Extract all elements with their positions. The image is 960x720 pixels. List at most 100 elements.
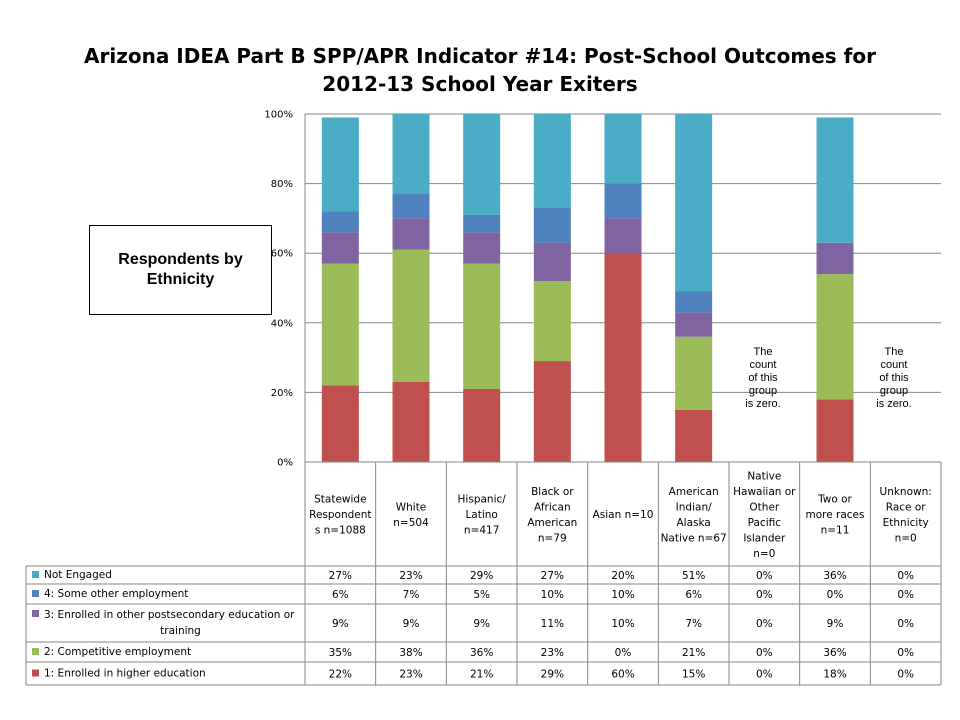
legend-label: 1: Enrolled in higher education — [44, 668, 206, 680]
table-value: 29% — [541, 669, 564, 681]
bar-segment-3-enrolled-in-other-postsecondary-education-or-training — [604, 218, 642, 254]
table-value: 18% — [823, 669, 846, 681]
category-label-line: Alaska — [676, 517, 710, 529]
bar-segment-3-enrolled-in-other-postsecondary-education-or-training — [816, 242, 854, 275]
legend-label: Not Engaged — [44, 569, 112, 581]
bar-segment-3-enrolled-in-other-postsecondary-education-or-training — [321, 232, 359, 264]
zero-note-line: is zero. — [745, 398, 781, 410]
table-value: 23% — [399, 669, 422, 681]
y-tick-label: 60% — [271, 249, 293, 260]
bar-segment-1-enrolled-in-higher-education — [604, 253, 642, 462]
bar-segment-4-some-other-employment — [604, 183, 642, 219]
zero-note-line: is zero. — [876, 398, 912, 410]
table-value: 10% — [541, 589, 564, 601]
category-label-line: n=0 — [895, 532, 917, 544]
legend-label: 2: Competitive employment — [44, 646, 191, 658]
bar-segment-2-competitive-employment — [321, 263, 359, 386]
table-value: 29% — [470, 570, 493, 582]
table-value: 35% — [329, 647, 352, 659]
callout-line-2: Ethnicity — [146, 271, 215, 288]
category-label-line: White — [396, 501, 427, 513]
y-tick-label: 80% — [271, 179, 293, 190]
table-value: 0% — [897, 618, 914, 630]
zero-note-line: group — [748, 385, 778, 397]
table-value: 7% — [403, 589, 420, 601]
zero-note-line: of this — [748, 372, 778, 384]
category-label-line: n=417 — [464, 525, 500, 537]
category-label-line: Statewide — [314, 494, 366, 506]
category-label-line: American — [527, 517, 577, 529]
table-value: 9% — [332, 618, 349, 630]
y-tick-label: 0% — [277, 458, 293, 469]
category-label-line: Native — [747, 470, 781, 482]
y-tick-label: 100% — [264, 110, 293, 121]
table-value: 15% — [682, 669, 705, 681]
category-label-line: Respondent — [309, 509, 371, 521]
zero-note-line: of this — [879, 372, 909, 384]
bar-segment-1-enrolled-in-higher-education — [533, 361, 571, 462]
table-value: 0% — [756, 589, 773, 601]
bar-segment-2-competitive-employment — [816, 274, 854, 400]
zero-note-line: group — [879, 385, 909, 397]
chart-title: Arizona IDEA Part B SPP/APR Indicator #1… — [0, 42, 960, 98]
category-label: White n=504 — [393, 501, 429, 529]
bar-segment-2-competitive-employment — [533, 281, 571, 362]
category-label-line: more races — [806, 509, 865, 521]
table-value: 36% — [470, 647, 493, 659]
table-value: 36% — [823, 570, 846, 582]
chart-title-line-1: Arizona IDEA Part B SPP/APR Indicator #1… — [84, 44, 876, 68]
y-tick-label: 40% — [271, 318, 293, 329]
table-value: 0% — [615, 647, 632, 659]
category-label-line: n=504 — [393, 517, 429, 529]
zero-count-note-native-hawaiian: The count of this group is zero. — [728, 346, 798, 411]
legend-swatch — [32, 590, 39, 597]
table-value: 0% — [756, 647, 773, 659]
legend-swatch — [32, 669, 39, 677]
category-label: Hispanic/Latino n=417 — [458, 494, 507, 537]
zero-count-note-unknown: The count of this group is zero. — [859, 346, 929, 411]
bar-segment-1-enrolled-in-higher-education — [816, 399, 854, 462]
table-value: 60% — [611, 669, 634, 681]
table-value: 27% — [541, 570, 564, 582]
table-value: 9% — [403, 618, 420, 630]
table-value: 0% — [756, 570, 773, 582]
bar-segment-not-engaged — [321, 117, 359, 212]
bar-segment-4-some-other-employment — [675, 291, 713, 313]
chart-title-line-2: 2012-13 School Year Exiters — [322, 72, 638, 96]
category-label-line: African — [534, 501, 571, 513]
legend-label: training — [160, 625, 201, 637]
table-value: 0% — [897, 589, 914, 601]
bar-segment-4-some-other-employment — [463, 214, 501, 233]
y-tick-label: 20% — [271, 388, 293, 399]
category-label-line: s n=1088 — [315, 525, 366, 537]
table-value: 27% — [329, 570, 352, 582]
category-label-line: Indian/ — [676, 501, 712, 513]
bar-segment-2-competitive-employment — [392, 249, 430, 382]
bar-segment-not-engaged — [392, 114, 430, 195]
category-label-line: n=11 — [821, 525, 850, 537]
table-value: 23% — [541, 647, 564, 659]
legend-label: 3: Enrolled in other postsecondary educa… — [44, 609, 295, 621]
bar-segment-1-enrolled-in-higher-education — [675, 409, 713, 462]
category-label-line: Latino — [465, 509, 497, 521]
bar-segment-1-enrolled-in-higher-education — [392, 381, 430, 462]
bar-segment-not-engaged — [533, 114, 571, 208]
bar-segment-4-some-other-employment — [321, 211, 359, 233]
bar-segment-3-enrolled-in-other-postsecondary-education-or-training — [533, 242, 571, 282]
bar-segment-not-engaged — [675, 114, 713, 292]
table-value: 20% — [611, 570, 634, 582]
category-label-line: American — [669, 486, 719, 498]
table-value: 6% — [685, 589, 702, 601]
bar-segment-4-some-other-employment — [533, 207, 571, 243]
bar-segment-4-some-other-employment — [392, 194, 430, 219]
table-value: 9% — [473, 618, 490, 630]
table-value: 0% — [827, 589, 844, 601]
bar-segment-1-enrolled-in-higher-education — [463, 388, 501, 462]
table-value: 0% — [897, 570, 914, 582]
respondents-by-ethnicity-callout: Respondents by Ethnicity — [89, 225, 272, 315]
table-value: 51% — [682, 570, 705, 582]
category-label-line: Two or — [817, 494, 852, 506]
legend-swatch — [32, 571, 39, 578]
table-value: 0% — [897, 669, 914, 681]
